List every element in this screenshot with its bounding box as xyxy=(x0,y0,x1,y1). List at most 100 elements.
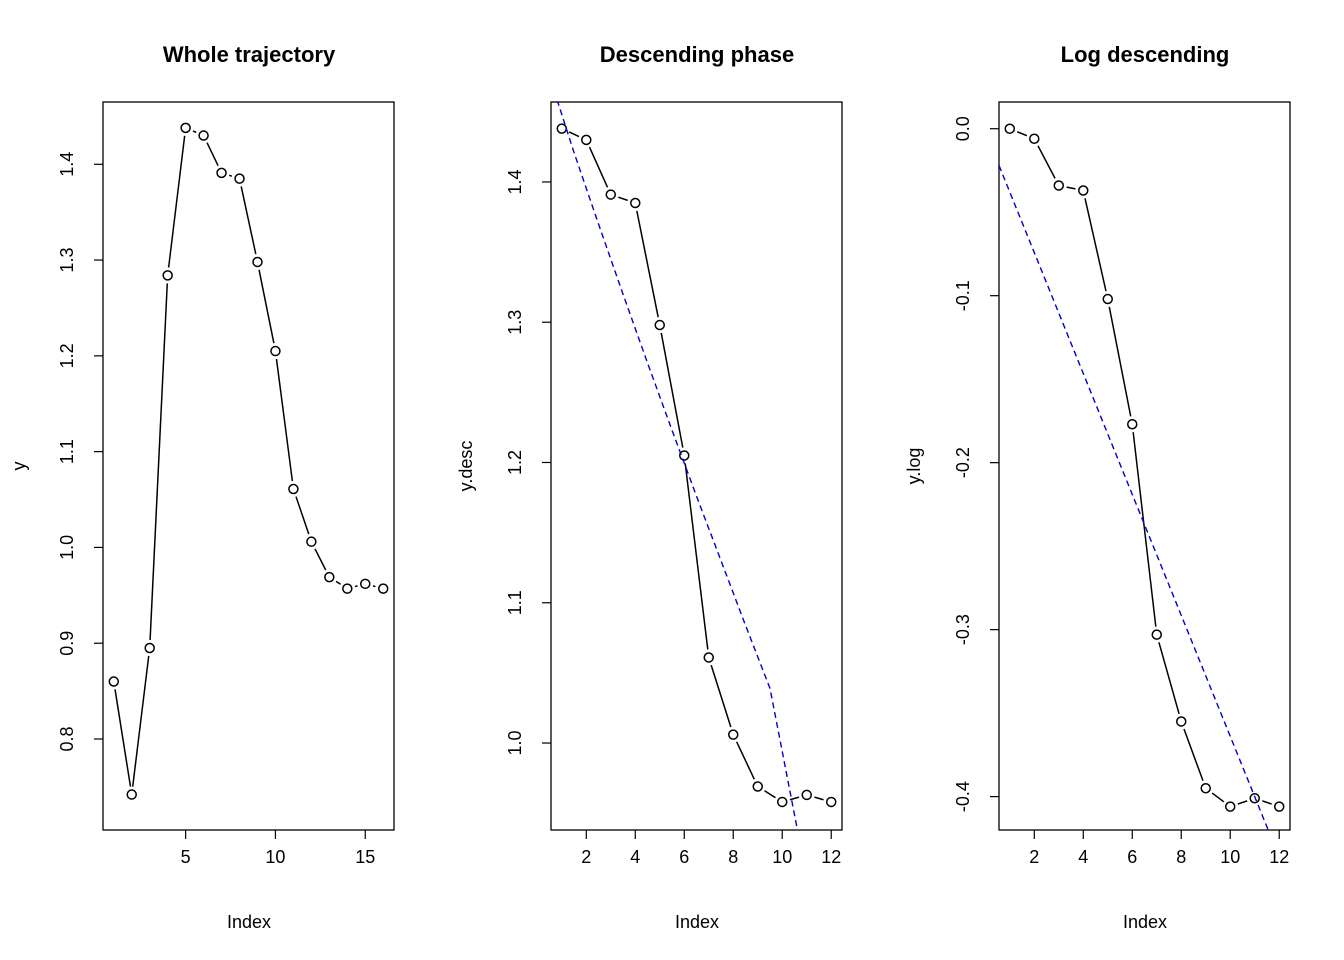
data-point xyxy=(216,167,227,179)
data-point xyxy=(1102,293,1114,305)
y-tick-label: 1.3 xyxy=(505,310,525,335)
series-segment xyxy=(149,283,169,641)
data-point xyxy=(1029,133,1040,144)
series-segment xyxy=(314,548,327,571)
series-segment xyxy=(354,585,358,588)
x-tick-label: 10 xyxy=(265,847,285,867)
data-point xyxy=(234,173,245,184)
data-point xyxy=(1224,801,1236,812)
series-segment xyxy=(1211,792,1225,803)
data-point xyxy=(556,123,568,134)
series-segment xyxy=(258,269,275,344)
series-segment xyxy=(1108,306,1132,417)
y-tick-label: -0.4 xyxy=(953,781,973,812)
data-point xyxy=(108,676,120,687)
data-point xyxy=(1127,419,1138,430)
chart-title: Whole trajectory xyxy=(163,42,336,67)
y-tick-label: 0.8 xyxy=(57,726,77,751)
data-point xyxy=(703,652,714,663)
x-tick-label: 12 xyxy=(1269,847,1289,867)
data-point xyxy=(180,122,191,134)
x-tick-label: 4 xyxy=(1078,847,1088,867)
series-segment xyxy=(735,741,756,780)
series-segment xyxy=(206,142,219,166)
x-tick-label: 10 xyxy=(1220,847,1240,867)
x-tick-label: 2 xyxy=(1029,847,1039,867)
data-point xyxy=(679,450,690,461)
y-axis-label: y.desc xyxy=(456,441,476,492)
y-axis-label: y xyxy=(9,462,29,471)
data-point xyxy=(776,796,788,808)
data-point xyxy=(1175,716,1187,727)
series-segment xyxy=(710,664,732,728)
data-point xyxy=(144,642,155,654)
y-tick-label: 1.3 xyxy=(57,248,77,273)
panel-whole-trajectory: Whole trajectory Index y 5 10 15 0.8 0.9 1.0 1… xyxy=(9,42,395,932)
data-point xyxy=(1151,629,1162,640)
x-tick-label: 15 xyxy=(355,847,375,867)
data-point xyxy=(801,789,812,801)
data-point xyxy=(288,483,299,495)
data-point xyxy=(1004,123,1016,134)
data-point xyxy=(342,583,353,594)
series-segment xyxy=(814,796,824,801)
series-segment xyxy=(568,131,580,138)
y-tick-label: 1.0 xyxy=(57,535,77,560)
series-segment xyxy=(167,135,186,268)
data-point xyxy=(360,578,371,590)
y-tick-label: 1.2 xyxy=(57,343,77,368)
data-point xyxy=(727,729,739,740)
data-point xyxy=(306,536,317,547)
data-point xyxy=(1200,783,1211,794)
chart-title: Descending phase xyxy=(600,42,794,67)
y-axis-label: y.log xyxy=(904,448,924,485)
fit-line xyxy=(999,165,1269,830)
x-tick-label: 2 xyxy=(581,847,591,867)
data-point xyxy=(1053,180,1065,191)
x-axis-label: Index xyxy=(227,912,271,932)
series-segment xyxy=(636,210,659,318)
series-segment xyxy=(660,332,684,448)
y-tick-label: 1.4 xyxy=(505,169,525,194)
y-tick-label: 0.0 xyxy=(953,116,973,141)
x-tick-label: 6 xyxy=(679,847,689,867)
data-point xyxy=(252,256,263,268)
series-segment xyxy=(1016,131,1028,137)
series-segment xyxy=(789,796,800,801)
series-segment xyxy=(295,496,310,535)
y-tick-label: -0.2 xyxy=(953,447,973,478)
y-tick-label: 1.4 xyxy=(57,152,77,177)
series-segment xyxy=(1066,186,1076,190)
series-segment xyxy=(764,790,776,799)
data-point xyxy=(377,583,389,594)
data-point xyxy=(270,345,281,357)
chart-title: Log descending xyxy=(1061,42,1230,67)
series-segment xyxy=(114,689,132,787)
data-point xyxy=(162,270,173,281)
data-point xyxy=(1273,801,1285,812)
plot-frame xyxy=(102,101,395,831)
series-segment xyxy=(1262,800,1272,805)
y-tick-label: 0.9 xyxy=(57,631,77,656)
series-segment xyxy=(1084,198,1107,292)
series-segment xyxy=(131,655,150,787)
x-tick-label: 6 xyxy=(1127,847,1137,867)
x-axis-label: Index xyxy=(1123,912,1167,932)
y-tick-label: 1.0 xyxy=(505,731,525,756)
series-segment xyxy=(684,463,709,650)
data-point xyxy=(126,789,137,800)
x-tick-label: 4 xyxy=(630,847,640,867)
series-segment xyxy=(618,196,628,202)
data-point xyxy=(752,781,763,792)
data-point xyxy=(198,130,209,141)
series-segment xyxy=(1237,800,1248,805)
series-segment xyxy=(275,358,294,482)
data-point xyxy=(630,197,641,209)
y-tick-label: -0.1 xyxy=(953,280,973,311)
data-point xyxy=(1078,185,1089,196)
panel-log-descending: Log descending Index y.log 2 4 6 8 10 12 -0.4 -… xyxy=(904,42,1291,932)
series-segment xyxy=(1183,728,1204,782)
data-point xyxy=(324,571,335,583)
series-segment xyxy=(192,130,197,134)
data-point xyxy=(581,134,592,146)
